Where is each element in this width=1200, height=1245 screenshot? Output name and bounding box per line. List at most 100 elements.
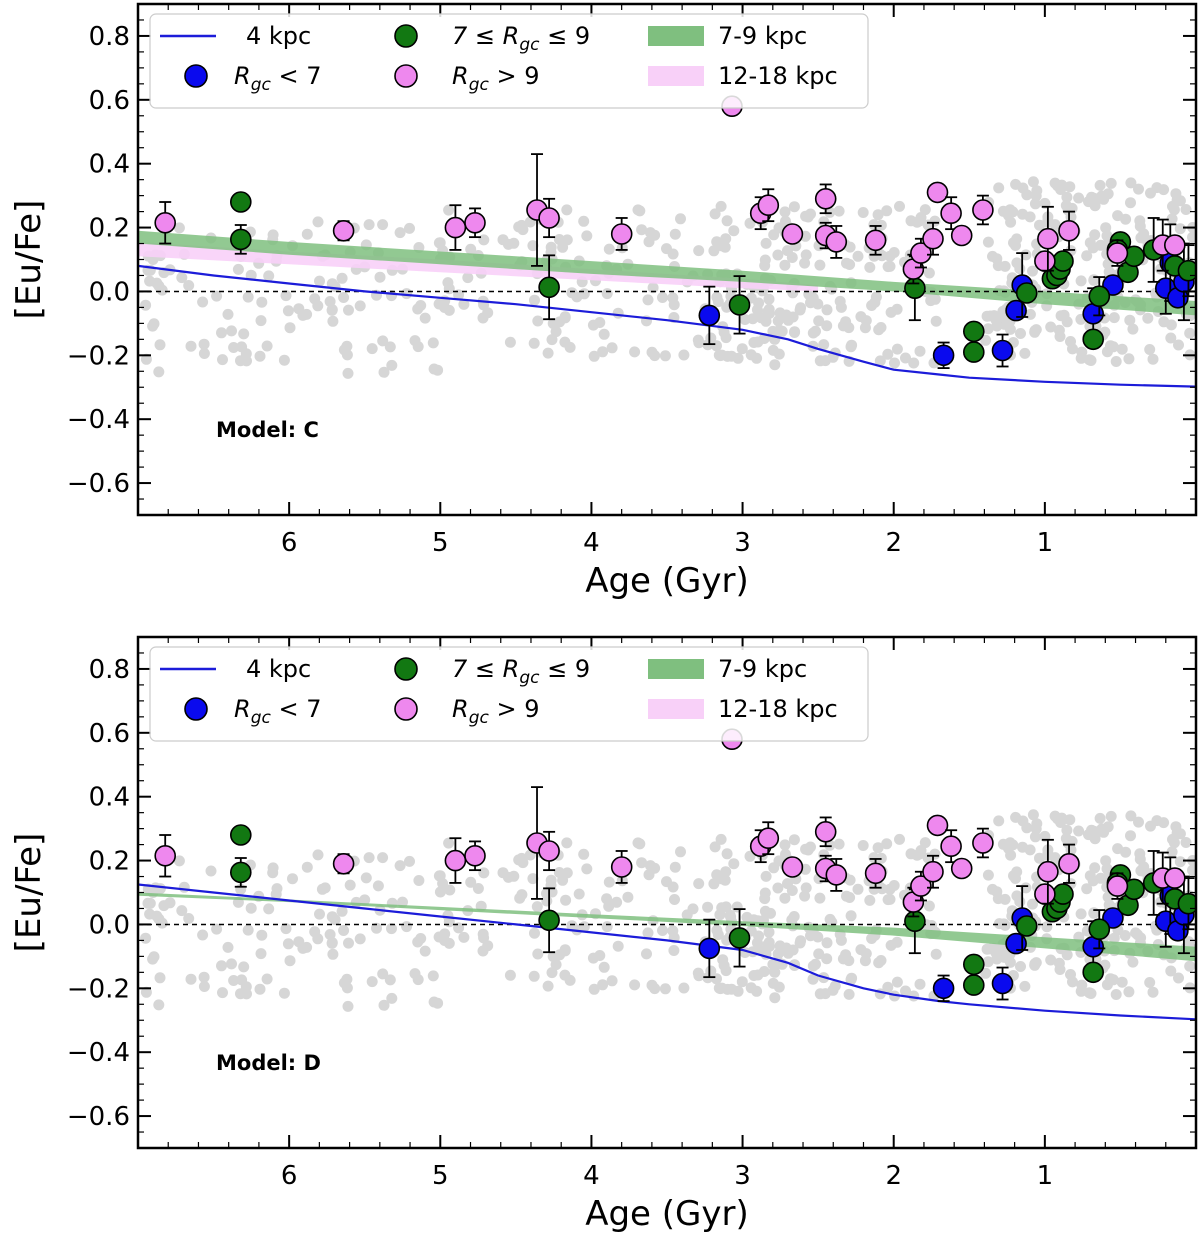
data-point bbox=[991, 339, 1014, 362]
field-star-point bbox=[309, 926, 321, 938]
field-star-point bbox=[982, 956, 994, 968]
field-star-point bbox=[198, 981, 210, 992]
plot-area bbox=[138, 95, 1196, 388]
x-tick-label: 5 bbox=[432, 528, 449, 558]
field-star-point bbox=[1180, 204, 1192, 215]
field-star-point bbox=[284, 322, 296, 334]
field-star-point bbox=[314, 275, 325, 287]
field-star-point bbox=[504, 336, 516, 348]
field-star-point bbox=[991, 953, 1003, 965]
field-star-point bbox=[751, 304, 763, 316]
field-star-point bbox=[327, 315, 339, 327]
data-point bbox=[962, 953, 985, 976]
field-star-point bbox=[705, 332, 717, 344]
field-star-point bbox=[1108, 312, 1120, 324]
field-star-point bbox=[255, 948, 267, 960]
field-star-point bbox=[866, 933, 878, 944]
data-point bbox=[728, 927, 751, 949]
x-tick-label: 1 bbox=[1037, 1161, 1054, 1191]
field-star-point bbox=[293, 936, 305, 948]
field-star-point bbox=[154, 339, 166, 351]
data-point bbox=[464, 212, 486, 234]
data-point bbox=[940, 835, 962, 858]
field-star-point bbox=[573, 888, 585, 900]
field-star-point bbox=[528, 970, 540, 982]
field-star-point bbox=[1004, 956, 1016, 968]
field-star-point bbox=[779, 892, 791, 904]
field-star-point bbox=[153, 280, 165, 292]
field-star-point bbox=[384, 341, 396, 353]
field-star-point bbox=[1005, 216, 1017, 228]
field-star-point bbox=[876, 883, 888, 895]
field-star-point bbox=[1116, 343, 1128, 355]
field-star-point bbox=[293, 303, 305, 315]
field-star-point bbox=[1088, 825, 1100, 837]
field-star-point bbox=[636, 857, 648, 869]
field-star-point bbox=[772, 948, 784, 960]
field-star-point bbox=[657, 925, 668, 936]
field-star-point bbox=[587, 952, 599, 964]
field-star-point bbox=[629, 346, 641, 358]
field-star-point bbox=[226, 958, 237, 970]
field-star-point bbox=[1024, 211, 1036, 223]
legend-marker-rgc-7-9 bbox=[394, 24, 418, 48]
field-star-point bbox=[693, 878, 705, 890]
data-point bbox=[230, 824, 252, 846]
field-star-point bbox=[794, 304, 806, 316]
field-star-point bbox=[720, 332, 732, 344]
legend-label-12-18-kpc: 12-18 kpc bbox=[718, 62, 838, 90]
field-star-point bbox=[439, 935, 451, 946]
field-star-point bbox=[800, 249, 812, 261]
field-star-point bbox=[923, 267, 935, 279]
field-star-point bbox=[1015, 328, 1026, 339]
legend-label-4-kpc: 4 kpc bbox=[246, 655, 311, 683]
field-star-point bbox=[813, 315, 825, 327]
data-point bbox=[1005, 932, 1027, 955]
field-star-point bbox=[807, 973, 819, 985]
field-star-point bbox=[732, 352, 744, 364]
field-star-point bbox=[769, 359, 781, 371]
legend-marker-rgc-lt-7 bbox=[184, 64, 208, 88]
field-star-point bbox=[711, 340, 722, 352]
data-point bbox=[757, 194, 780, 216]
y-tick-label: 0.2 bbox=[89, 847, 130, 877]
field-star-point bbox=[377, 335, 389, 347]
field-star-point bbox=[176, 905, 188, 917]
x-tick-label: 1 bbox=[1037, 528, 1054, 558]
field-star-point bbox=[772, 315, 784, 327]
field-star-point bbox=[559, 944, 571, 956]
field-star-point bbox=[267, 229, 279, 241]
field-star-point bbox=[1053, 324, 1065, 336]
field-star-point bbox=[419, 945, 431, 957]
field-star-point bbox=[261, 340, 273, 352]
field-stars bbox=[140, 809, 1196, 1012]
field-star-point bbox=[1019, 980, 1031, 992]
field-star-point bbox=[1124, 314, 1136, 326]
field-star-point bbox=[443, 837, 455, 849]
field-star-point bbox=[821, 304, 833, 316]
field-star-point bbox=[1184, 327, 1196, 339]
field-star-point bbox=[745, 349, 757, 361]
field-star-point bbox=[578, 215, 590, 227]
x-tick-label: 4 bbox=[583, 1161, 600, 1191]
field-star-point bbox=[629, 979, 641, 991]
data-point bbox=[1106, 242, 1129, 264]
field-star-point bbox=[612, 307, 624, 319]
field-star-point bbox=[675, 213, 686, 225]
field-star-point bbox=[799, 890, 811, 902]
data-point bbox=[698, 304, 721, 327]
field-star-point bbox=[532, 315, 544, 327]
field-star-point bbox=[715, 200, 727, 212]
legend-label-rgc-gt-9: Rgc > 9 bbox=[452, 695, 539, 728]
data-point bbox=[972, 832, 994, 854]
field-star-point bbox=[178, 881, 190, 893]
field-star-point bbox=[404, 222, 415, 234]
field-star-point bbox=[1171, 827, 1183, 839]
field-star-point bbox=[401, 921, 413, 933]
field-star-point bbox=[745, 982, 757, 994]
field-star-point bbox=[597, 979, 609, 991]
field-star-point bbox=[843, 955, 855, 967]
line-4-kpc bbox=[138, 883, 1196, 1021]
field-star-point bbox=[1100, 222, 1112, 234]
y-tick-label: −0.4 bbox=[67, 1038, 130, 1068]
